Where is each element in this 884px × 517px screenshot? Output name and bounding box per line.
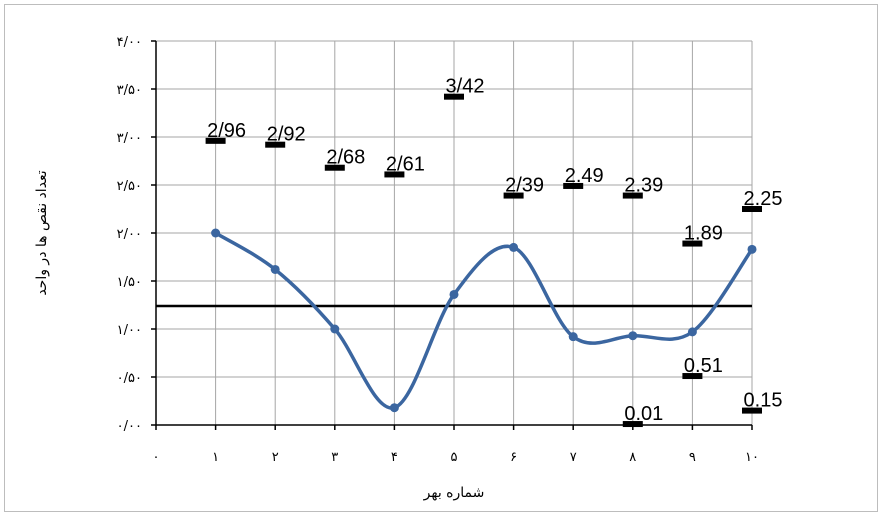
series-line [214, 231, 754, 410]
data-label: 2/39 [505, 175, 544, 197]
marker-dash [324, 164, 345, 171]
y-tick-label: ۳/۵۰ [117, 83, 142, 98]
x-tick-label: ۸ [629, 450, 636, 465]
data-label: 2/96 [207, 120, 246, 142]
data-point [389, 403, 399, 413]
marker-dash [384, 171, 405, 178]
data-label: 0.15 [744, 390, 783, 412]
marker-dash [265, 141, 286, 148]
data-point [330, 324, 340, 334]
data-label: 2.25 [744, 188, 783, 210]
x-tick-label: ۹ [689, 450, 696, 465]
y-tick-label: ۱/۰۰ [117, 323, 142, 338]
y-tick-label: ۱/۵۰ [117, 275, 142, 290]
x-tick-label: ۲ [272, 450, 279, 465]
data-point [628, 331, 638, 341]
marker-dash [742, 206, 762, 212]
x-tick-label: ۰ [153, 450, 160, 465]
data-label: 2/68 [326, 147, 365, 169]
grid [156, 40, 753, 425]
data-label: 0.01 [624, 403, 663, 425]
marker-dash [682, 240, 703, 247]
data-labels: 2/96 2/92 2/68 2/61 3/42 2/39 2.49 2.39 1.89 2.25… [207, 76, 782, 425]
marker-dash [563, 182, 584, 189]
y-tick-label: ۰/۵۰ [117, 371, 142, 386]
data-point [449, 289, 459, 299]
y-tick-label: ۴/۰۰ [117, 35, 142, 50]
marker-series [205, 93, 762, 428]
data-label: 2.39 [624, 175, 663, 197]
x-tick-label: ۴ [391, 450, 398, 465]
data-point [509, 242, 519, 252]
data-label: 2.49 [565, 165, 604, 187]
marker-dash [742, 407, 762, 414]
y-tick-label: ۲/۵۰ [117, 179, 142, 194]
marker-dash [682, 373, 703, 380]
data-label: 3/42 [446, 76, 485, 98]
y-tick-label: ۲/۰۰ [117, 227, 142, 242]
y-axis-label: تعداد نقص ها در واحد [34, 170, 50, 295]
data-label: 2/61 [386, 153, 425, 175]
data-label: 0.51 [684, 355, 723, 377]
data-point [568, 332, 578, 342]
marker-dash [503, 192, 524, 199]
x-tick-label: ۱ [212, 450, 219, 465]
data-point [211, 228, 221, 238]
x-axis-label: شماره بهر [423, 485, 485, 501]
marker-dash [205, 137, 226, 144]
x-axis-ticks: ۰ ۱ ۲ ۳ ۴ ۵ ۶ ۷ ۸ ۹ ۱۰ [153, 425, 759, 465]
x-tick-label: ۵ [451, 450, 458, 465]
data-point [687, 327, 697, 337]
marker-dash [622, 192, 643, 199]
x-tick-label: ۷ [570, 450, 577, 465]
y-axis-ticks: ۰/۰۰ ۰/۵۰ ۱/۰۰ ۱/۵۰ ۲/۰۰ ۲/۵۰ ۳/۰۰ ۳/۵۰ ۴/۰۰ [117, 35, 156, 434]
y-tick-label: ۳/۰۰ [117, 131, 142, 146]
data-point [270, 264, 280, 274]
marker-dash [444, 93, 464, 100]
data-point [747, 244, 757, 254]
y-tick-label: ۰/۰۰ [117, 419, 142, 434]
x-tick-label: ۶ [510, 450, 517, 465]
x-tick-label: ۱۰ [745, 450, 759, 465]
marker-dash [622, 421, 643, 428]
data-label: 2/92 [267, 124, 306, 146]
x-tick-label: ۳ [331, 450, 338, 465]
series-points [211, 228, 757, 413]
data-label: 1.89 [684, 223, 723, 245]
